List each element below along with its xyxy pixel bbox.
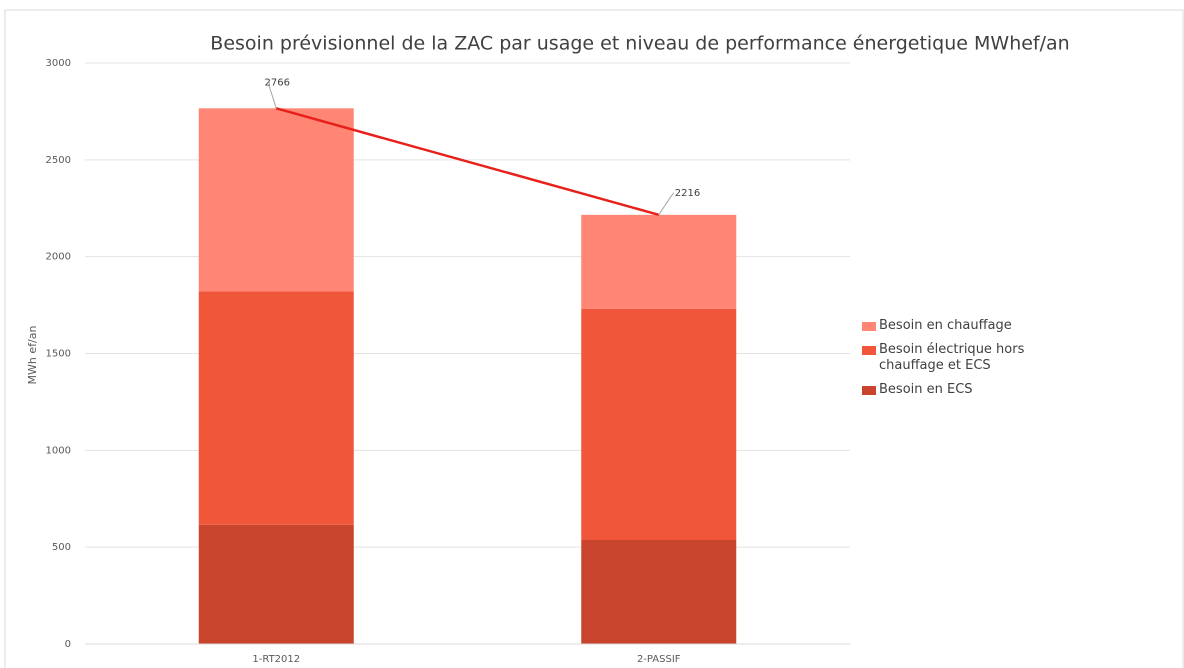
legend-label: Besoin en chauffage bbox=[879, 318, 1012, 333]
y-tick-label: 2500 bbox=[46, 155, 71, 166]
legend-item: Besoin en chauffage bbox=[862, 318, 1162, 334]
legend-item: Besoin électrique hors chauffage et ECS bbox=[862, 342, 1162, 374]
data-label: 2766 bbox=[265, 77, 290, 88]
bar-segment bbox=[198, 108, 354, 292]
bar-segment bbox=[198, 524, 354, 644]
bar-segment bbox=[198, 291, 354, 525]
bar-segment bbox=[581, 308, 737, 541]
bar-segment bbox=[581, 540, 737, 644]
legend-label: Besoin en ECS bbox=[879, 382, 973, 397]
legend-swatch bbox=[862, 386, 876, 395]
x-tick-label: 1-RT2012 bbox=[252, 654, 300, 665]
y-tick-label: 1000 bbox=[46, 445, 71, 456]
total-line bbox=[275, 107, 660, 217]
data-label: 2216 bbox=[675, 188, 700, 199]
y-tick-label: 0 bbox=[65, 639, 71, 650]
chart-title: Besoin prévisionnel de la ZAC par usage … bbox=[210, 33, 1069, 55]
legend-item: Besoin en ECS bbox=[862, 382, 1162, 398]
chart-border bbox=[4, 9, 1184, 668]
legend: Besoin en chauffage Besoin électrique hor… bbox=[862, 318, 1162, 406]
x-tick-label: 2-PASSIF bbox=[637, 654, 681, 665]
y-tick-label: 500 bbox=[52, 542, 71, 553]
leader-line bbox=[658, 192, 675, 216]
legend-swatch bbox=[862, 322, 876, 331]
y-tick-label: 2000 bbox=[46, 252, 71, 263]
bar-segment bbox=[581, 214, 737, 309]
legend-label: Besoin électrique hors chauffage et ECS bbox=[879, 342, 1025, 373]
y-axis-label: MWh ef/an bbox=[26, 326, 39, 385]
y-tick-label: 1500 bbox=[46, 349, 71, 360]
y-tick-label: 3000 bbox=[46, 58, 71, 69]
leader-line bbox=[268, 82, 277, 109]
legend-swatch bbox=[862, 346, 876, 355]
